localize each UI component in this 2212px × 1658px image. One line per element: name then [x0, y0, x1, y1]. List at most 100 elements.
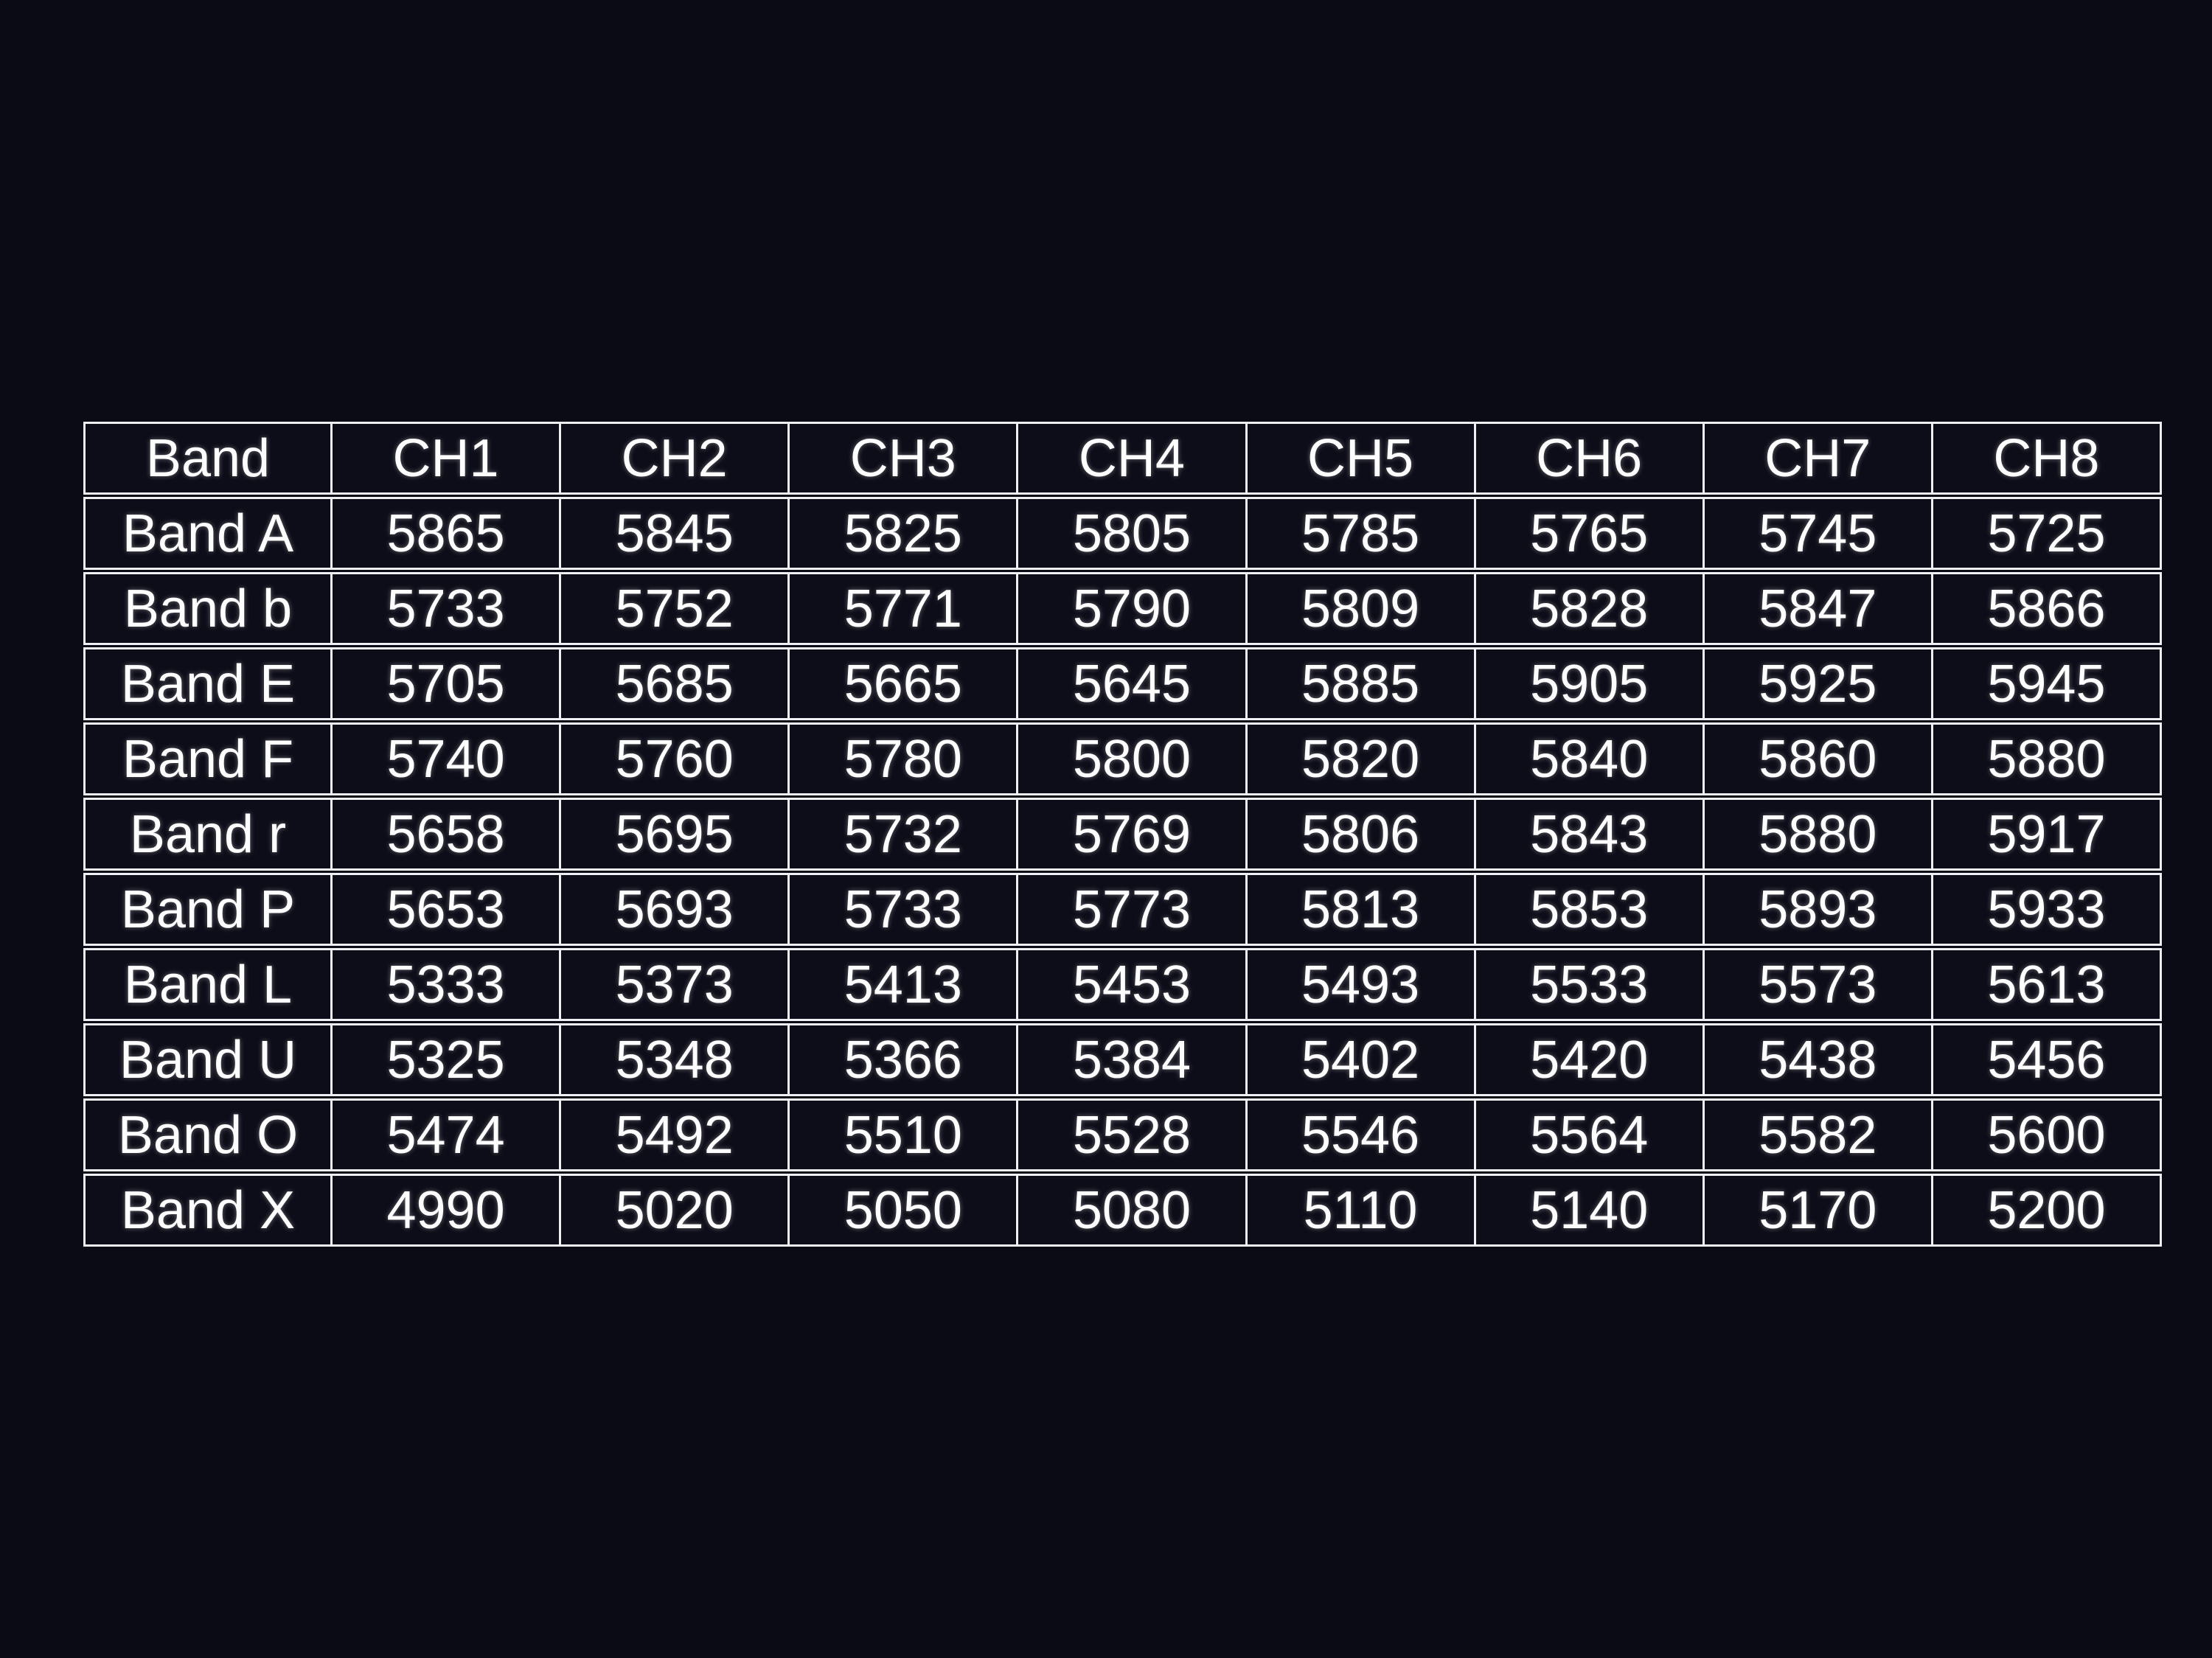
frequency-cell: 5420	[1473, 1025, 1703, 1094]
frequency-cell: 5880	[1702, 800, 1931, 868]
band-cell: Band E	[120, 654, 296, 714]
frequency-cell: 5847	[1702, 574, 1931, 643]
frequency-cell: 5752	[559, 574, 787, 643]
table-row: Band b 5733 5752 5771 5790 5809 5828 5847 5866	[83, 572, 2162, 645]
frequency-cell: 5773	[1016, 875, 1245, 944]
table-row: Band P 5653 5693 5733 5773 5813 5853 5893 5933	[83, 873, 2162, 946]
table-row: Band r 5658 5695 5732 5769 5806 5843 5880 5917	[83, 798, 2162, 871]
frequency-cell: 5925	[1702, 649, 1931, 718]
frequency-cell: 5805	[1016, 499, 1245, 568]
frequency-cell: 5366	[787, 1025, 1016, 1094]
channel-column-header-cell: CH3	[787, 424, 1016, 492]
frequency-cell: 5582	[1702, 1101, 1931, 1169]
table-row: Band X 4990 5020 5050 5080 5110 5140 5170 5200	[83, 1174, 2162, 1247]
frequency-cell: 5493	[1245, 950, 1474, 1019]
frequency-cell: 5825	[787, 499, 1016, 568]
frequency-cell: 5695	[559, 800, 787, 868]
channel-column-header-cell: CH7	[1702, 424, 1931, 492]
band-column-header-cell: Band	[145, 428, 271, 488]
frequency-cell: 5733	[330, 574, 559, 643]
channel-column-header-cell: CH6	[1473, 424, 1703, 492]
table-row: Band O 5474 5492 5510 5528 5546 5564 5582 5600	[83, 1098, 2162, 1171]
frequency-cell: 5348	[559, 1025, 787, 1094]
band-cell: Band A	[122, 504, 294, 563]
table-row: Band L 5333 5373 5413 5453 5493 5533 5573 5613	[83, 948, 2162, 1021]
frequency-cell: 5809	[1245, 574, 1474, 643]
frequency-cell: 5765	[1473, 499, 1703, 568]
frequency-cell: 5866	[1930, 574, 2160, 643]
frequency-cell: 5693	[559, 875, 787, 944]
frequency-cell: 5510	[787, 1101, 1016, 1169]
frequency-cell: 5860	[1702, 725, 1931, 793]
frequency-cell: 5384	[1016, 1025, 1245, 1094]
frequency-cell: 5790	[1016, 574, 1245, 643]
frequency-cell: 5170	[1702, 1176, 1931, 1244]
frequency-cell: 5843	[1473, 800, 1703, 868]
frequency-cell: 5564	[1473, 1101, 1703, 1169]
frequency-cell: 5785	[1245, 499, 1474, 568]
band-cell: Band P	[120, 879, 296, 939]
frequency-cell: 5528	[1016, 1101, 1245, 1169]
channel-column-header-cell: CH8	[1930, 424, 2160, 492]
frequency-cell: 5733	[787, 875, 1016, 944]
band-cell: Band L	[123, 955, 293, 1014]
frequency-cell: 5725	[1930, 499, 2160, 568]
frequency-cell: 5645	[1016, 649, 1245, 718]
frequency-cell: 5880	[1930, 725, 2160, 793]
table-row: Band E 5705 5685 5665 5645 5885 5905 5925 5945	[83, 647, 2162, 720]
frequency-cell: 5820	[1245, 725, 1474, 793]
frequency-cell: 5573	[1702, 950, 1931, 1019]
table-header-row: Band CH1 CH2 CH3 CH4 CH5 CH6 CH7 CH8	[83, 422, 2162, 495]
frequency-cell: 5492	[559, 1101, 787, 1169]
frequency-cell: 5845	[559, 499, 787, 568]
frequency-cell: 5546	[1245, 1101, 1474, 1169]
table-row: Band U 5325 5348 5366 5384 5402 5420 5438 5456	[83, 1023, 2162, 1096]
frequency-cell: 5828	[1473, 574, 1703, 643]
frequency-cell: 5020	[559, 1176, 787, 1244]
frequency-cell: 5413	[787, 950, 1016, 1019]
band-cell: Band F	[122, 729, 294, 789]
frequency-cell: 5769	[1016, 800, 1245, 868]
frequency-cell: 5373	[559, 950, 787, 1019]
frequency-cell: 5740	[330, 725, 559, 793]
frequency-cell: 5438	[1702, 1025, 1931, 1094]
frequency-cell: 5745	[1702, 499, 1931, 568]
frequency-cell: 5200	[1930, 1176, 2160, 1244]
frequency-cell: 5533	[1473, 950, 1703, 1019]
frequency-cell: 5140	[1473, 1176, 1703, 1244]
frequency-cell: 5658	[330, 800, 559, 868]
frequency-cell: 5806	[1245, 800, 1474, 868]
frequency-cell: 5325	[330, 1025, 559, 1094]
band-cell: Band X	[120, 1180, 296, 1240]
channel-column-header-cell: CH5	[1245, 424, 1474, 492]
channel-column-header-cell: CH2	[559, 424, 787, 492]
frequency-cell: 5653	[330, 875, 559, 944]
band-cell: Band r	[129, 804, 287, 864]
frequency-cell: 5333	[330, 950, 559, 1019]
frequency-cell: 5840	[1473, 725, 1703, 793]
frequency-cell: 5933	[1930, 875, 2160, 944]
frequency-cell: 5800	[1016, 725, 1245, 793]
frequency-cell: 5771	[787, 574, 1016, 643]
frequency-cell: 5780	[787, 725, 1016, 793]
frequency-cell: 5893	[1702, 875, 1931, 944]
frequency-cell: 5760	[559, 725, 787, 793]
frequency-cell: 5853	[1473, 875, 1703, 944]
frequency-cell: 5885	[1245, 649, 1474, 718]
table-row: Band F 5740 5760 5780 5800 5820 5840 5860 5880	[83, 722, 2162, 795]
frequency-cell: 5456	[1930, 1025, 2160, 1094]
band-cell: Band b	[123, 579, 293, 638]
frequency-table: Band CH1 CH2 CH3 CH4 CH5 CH6 CH7 CH8 Band A 5865 58…	[83, 422, 2162, 1247]
channel-column-header-cell: CH4	[1016, 424, 1245, 492]
band-cell: Band U	[119, 1030, 297, 1090]
frequency-cell: 5110	[1245, 1176, 1474, 1244]
table-row: Band A 5865 5845 5825 5805 5785 5765 5745 5725	[83, 497, 2162, 570]
frequency-cell: 5453	[1016, 950, 1245, 1019]
frequency-cell: 4990	[330, 1176, 559, 1244]
frequency-cell: 5732	[787, 800, 1016, 868]
frequency-cell: 5813	[1245, 875, 1474, 944]
frequency-cell: 5945	[1930, 649, 2160, 718]
band-cell: Band O	[117, 1105, 299, 1165]
frequency-cell: 5917	[1930, 800, 2160, 868]
